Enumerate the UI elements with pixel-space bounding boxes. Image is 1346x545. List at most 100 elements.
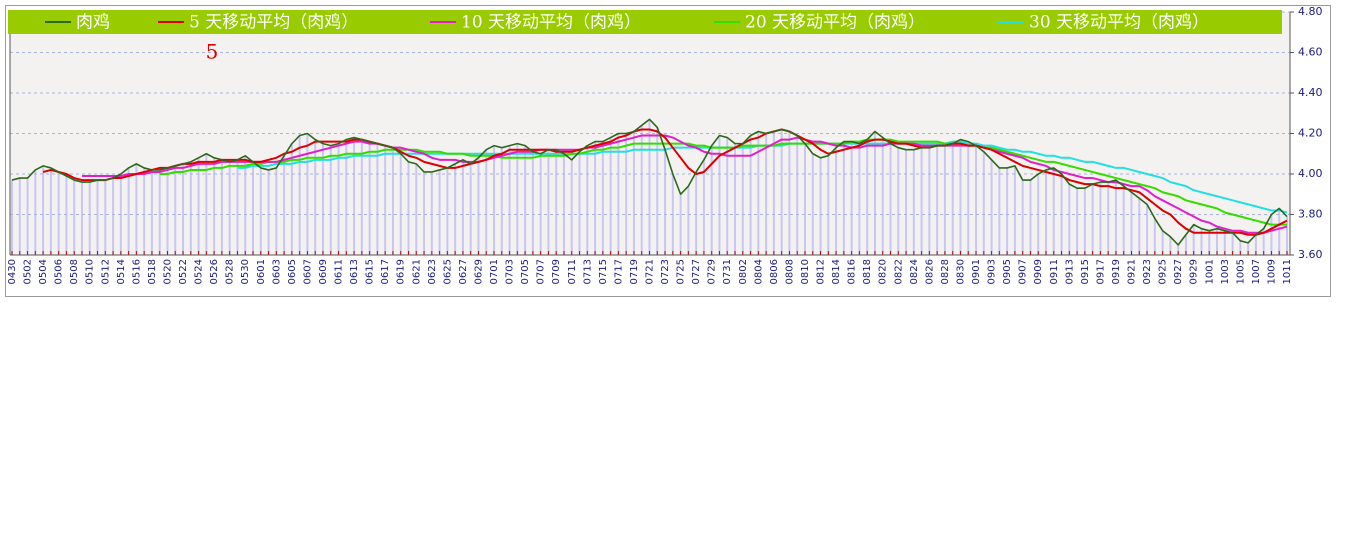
x-tick-label: 0524 xyxy=(194,259,205,284)
x-tick-label: 0717 xyxy=(613,259,624,284)
series-line xyxy=(42,128,1288,236)
x-tick-label: 0907 xyxy=(1018,259,1029,284)
legend-label: 5 天移动平均（肉鸡） xyxy=(189,13,358,33)
x-tick-label: 0506 xyxy=(54,259,65,284)
x-tick-label: 0909 xyxy=(1033,259,1044,284)
x-tick-label: 0816 xyxy=(847,259,858,284)
x-tick-label: 0502 xyxy=(23,259,34,284)
legend-label: 30 天移动平均（肉鸡） xyxy=(1029,13,1209,33)
x-tick-label: 0826 xyxy=(924,259,935,284)
x-tick-label: 0619 xyxy=(396,259,407,284)
x-tick-label: 0609 xyxy=(318,259,329,284)
x-tick-label: 0510 xyxy=(85,259,96,284)
legend-band xyxy=(8,10,1282,34)
x-tick-label: 0806 xyxy=(769,259,780,284)
x-tick-label: 0508 xyxy=(69,259,80,284)
x-tick-label: 1011 xyxy=(1282,259,1293,284)
x-tick-label: 0601 xyxy=(256,259,267,284)
x-tick-label: 0929 xyxy=(1189,259,1200,284)
x-tick-label: 0812 xyxy=(816,259,827,284)
x-tick-label: 0603 xyxy=(271,259,282,284)
y-tick-label: 3.80 xyxy=(1298,208,1323,221)
x-tick-label: 0703 xyxy=(505,259,516,284)
legend-label: 10 天移动平均（肉鸡） xyxy=(461,13,641,33)
x-tick-label: 0804 xyxy=(753,259,764,284)
x-tick-label: 0921 xyxy=(1127,259,1138,284)
x-tick-label: 0901 xyxy=(971,259,982,284)
x-tick-label: 0723 xyxy=(660,259,671,284)
x-tick-label: 0715 xyxy=(598,259,609,284)
legend-label: 20 天移动平均（肉鸡） xyxy=(745,13,925,33)
series-line xyxy=(11,118,1288,246)
legend-label: 肉鸡 xyxy=(76,13,110,33)
x-tick-label: 1005 xyxy=(1235,259,1246,284)
x-tick-label: 1009 xyxy=(1266,259,1277,284)
x-tick-label: 0530 xyxy=(240,259,251,284)
x-tick-label: 1007 xyxy=(1251,259,1262,284)
x-tick-label: 0725 xyxy=(676,259,687,284)
x-tick-label: 0526 xyxy=(209,259,220,284)
x-tick-label: 0520 xyxy=(162,259,173,284)
x-tick-label: 1003 xyxy=(1220,259,1231,284)
x-tick-label: 0917 xyxy=(1095,259,1106,284)
x-tick-label: 0516 xyxy=(131,259,142,284)
y-tick-label: 4.20 xyxy=(1298,127,1323,140)
y-tick-label: 4.80 xyxy=(1298,5,1323,18)
x-tick-label: 0621 xyxy=(411,259,422,284)
x-tick-label: 0903 xyxy=(987,259,998,284)
x-tick-label: 0430 xyxy=(7,259,18,284)
x-tick-label: 0905 xyxy=(1002,259,1013,284)
x-tick-label: 0731 xyxy=(722,259,733,284)
x-tick-label: 0915 xyxy=(1080,259,1091,284)
y-tick-label: 4.00 xyxy=(1298,167,1323,180)
x-tick-label: 0810 xyxy=(800,259,811,284)
x-tick-label: 0727 xyxy=(691,259,702,284)
x-tick-label: 0629 xyxy=(473,259,484,284)
x-tick-label: 0512 xyxy=(100,259,111,284)
x-tick-label: 0814 xyxy=(831,259,842,284)
x-tick-label: 0528 xyxy=(225,259,236,284)
x-tick-label: 0611 xyxy=(334,259,345,284)
x-tick-label: 0822 xyxy=(893,259,904,284)
x-tick-label: 0927 xyxy=(1173,259,1184,284)
x-tick-label: 0808 xyxy=(784,259,795,284)
annotation: 5 xyxy=(206,40,219,64)
x-tick-label: 0617 xyxy=(380,259,391,284)
x-tick-label: 0828 xyxy=(940,259,951,284)
x-tick-label: 0919 xyxy=(1111,259,1122,284)
x-tick-label: 0923 xyxy=(1142,259,1153,284)
x-tick-label: 0514 xyxy=(116,259,127,284)
x-tick-label: 0713 xyxy=(582,259,593,284)
x-tick-label: 0522 xyxy=(178,259,189,284)
x-tick-label: 0824 xyxy=(909,259,920,284)
x-tick-label: 0830 xyxy=(955,259,966,284)
x-tick-label: 0627 xyxy=(458,259,469,284)
x-tick-label: 0820 xyxy=(878,259,889,284)
y-tick-label: 3.60 xyxy=(1298,248,1323,261)
x-tick-label: 0504 xyxy=(38,259,49,284)
x-tick-label: 0701 xyxy=(489,259,500,284)
x-tick-label: 0729 xyxy=(707,259,718,284)
x-tick-label: 0721 xyxy=(645,259,656,284)
x-tick-label: 0625 xyxy=(442,259,453,284)
x-tick-label: 0911 xyxy=(1049,259,1060,284)
x-tick-label: 0707 xyxy=(536,259,547,284)
x-tick-label: 0607 xyxy=(302,259,313,284)
x-tick-label: 1001 xyxy=(1204,259,1215,284)
x-tick-label: 0925 xyxy=(1158,259,1169,284)
y-tick-label: 4.40 xyxy=(1298,86,1323,99)
x-tick-label: 0719 xyxy=(629,259,640,284)
x-tick-label: 0615 xyxy=(365,259,376,284)
x-tick-label: 0711 xyxy=(567,259,578,284)
x-tick-label: 0623 xyxy=(427,259,438,284)
x-tick-label: 0705 xyxy=(520,259,531,284)
x-tick-label: 0818 xyxy=(862,259,873,284)
x-tick-label: 0802 xyxy=(738,259,749,284)
series-line xyxy=(81,134,1288,234)
x-tick-label: 0709 xyxy=(551,259,562,284)
x-tick-label: 0518 xyxy=(147,259,158,284)
series-line xyxy=(159,138,1287,226)
x-tick-label: 0605 xyxy=(287,259,298,284)
